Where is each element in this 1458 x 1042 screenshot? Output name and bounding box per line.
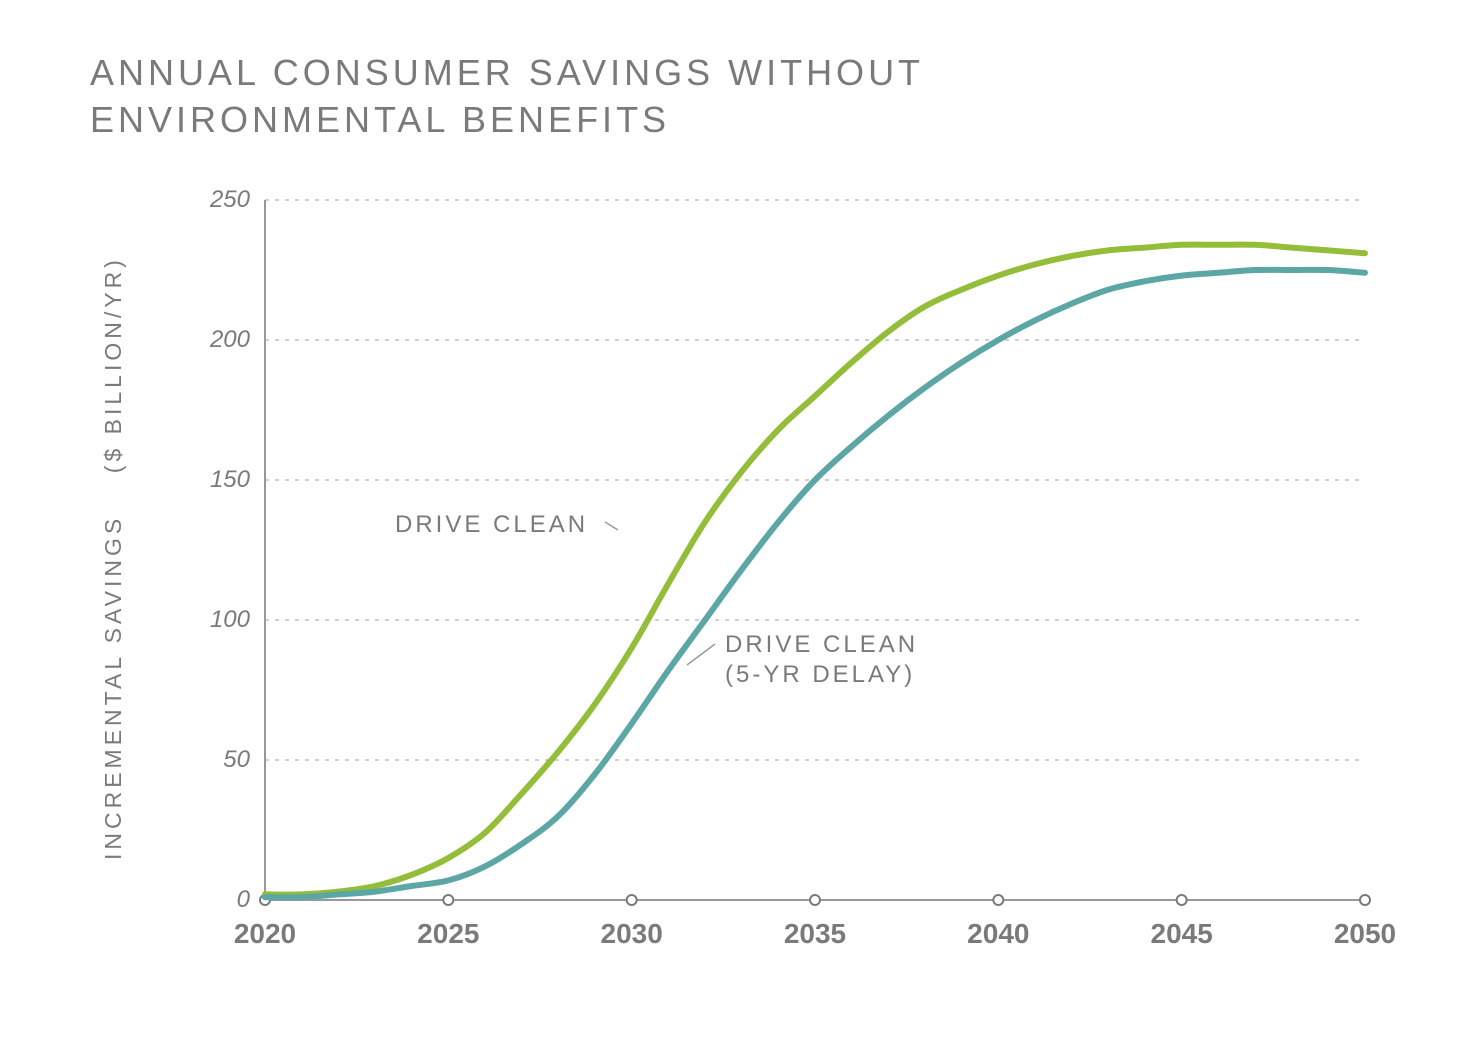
y-tick-label: 250: [190, 186, 250, 214]
x-tick-label: 2035: [765, 918, 865, 950]
x-tick-label: 2025: [398, 918, 498, 950]
y-axis-label-part1: INCREMENTAL SAVINGS: [100, 515, 126, 860]
chart-title: ANNUAL CONSUMER SAVINGS WITHOUT ENVIRONM…: [90, 50, 924, 144]
series-line-drive_clean: [265, 245, 1365, 895]
chart-container: INCREMENTAL SAVINGS ($ BILLION/YR) 0 50 10…: [90, 180, 1410, 980]
y-tick-label: 200: [190, 326, 250, 354]
title-line-1: ANNUAL CONSUMER SAVINGS WITHOUT: [90, 52, 924, 93]
series-label-drive-clean-delay: DRIVE CLEAN (5-YR DELAY): [725, 630, 918, 690]
series-line-drive_clean_delay: [265, 270, 1365, 898]
x-tick-label: 2030: [582, 918, 682, 950]
x-tick-label: 2045: [1132, 918, 1232, 950]
series-label-drive-clean: DRIVE CLEAN: [395, 510, 588, 540]
x-tick-label: 2050: [1315, 918, 1415, 950]
x-tick-marker: [1360, 895, 1370, 905]
series-label-text-1: DRIVE CLEAN: [725, 631, 918, 658]
x-tick-marker: [627, 895, 637, 905]
y-tick-label: 150: [190, 466, 250, 494]
x-tick-marker: [810, 895, 820, 905]
chart-svg: [90, 180, 1410, 980]
y-tick-label: 0: [190, 886, 250, 914]
y-tick-label: 100: [190, 606, 250, 634]
x-tick-label: 2040: [948, 918, 1048, 950]
x-tick-marker: [993, 895, 1003, 905]
series-label-text-2: (5-YR DELAY): [725, 661, 915, 688]
callout-line: [605, 522, 618, 530]
series-label-text: DRIVE CLEAN: [395, 511, 588, 538]
x-tick-label: 2020: [215, 918, 315, 950]
callout-line: [687, 644, 715, 665]
title-line-2: ENVIRONMENTAL BENEFITS: [90, 99, 670, 140]
x-tick-marker: [443, 895, 453, 905]
y-axis-label-part2: ($ BILLION/YR): [100, 256, 126, 473]
y-axis-label: INCREMENTAL SAVINGS ($ BILLION/YR): [100, 256, 127, 860]
y-tick-label: 50: [190, 746, 250, 774]
x-tick-marker: [1177, 895, 1187, 905]
